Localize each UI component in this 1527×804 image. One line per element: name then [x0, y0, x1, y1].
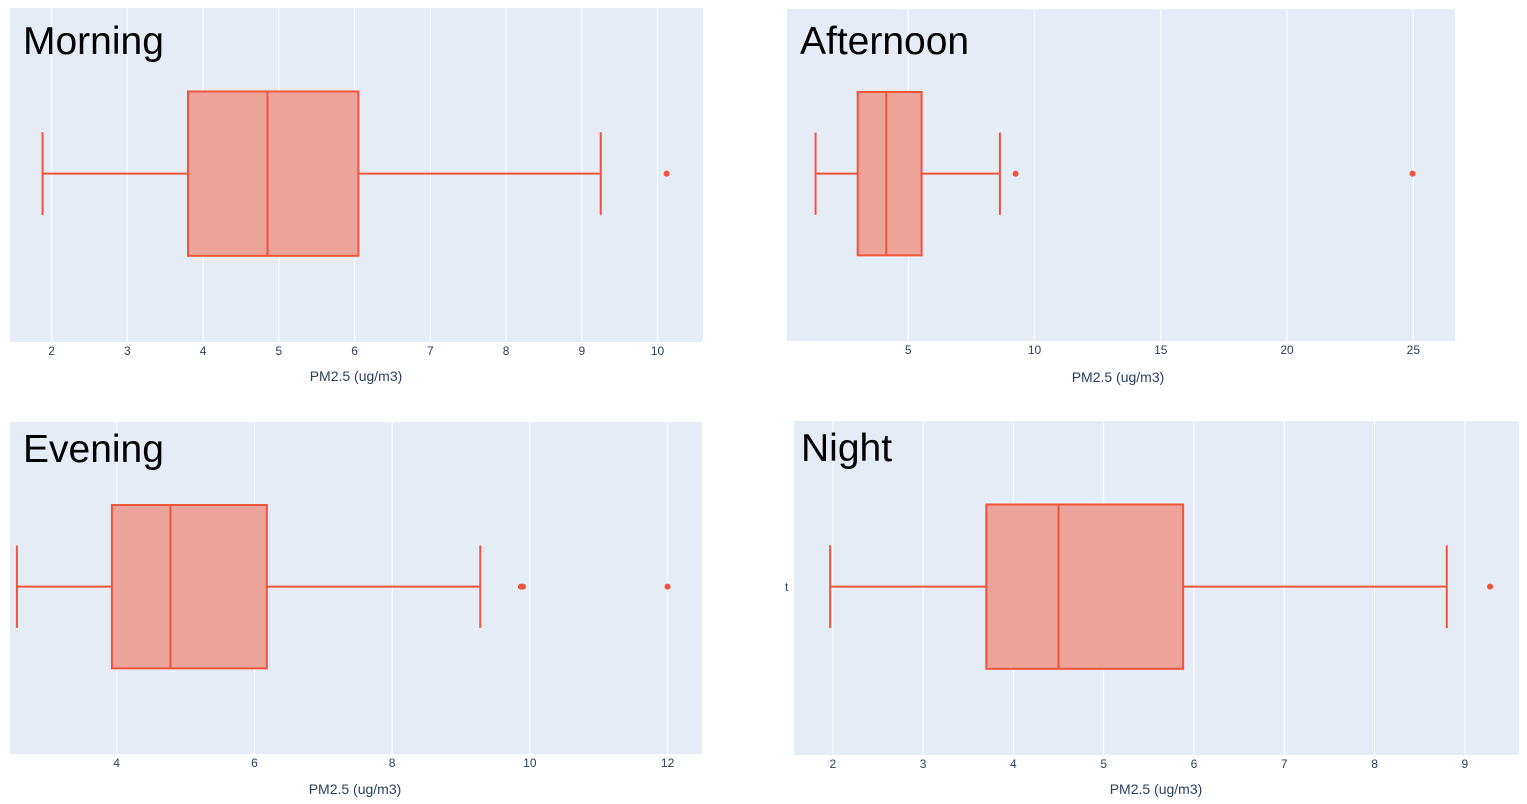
evening-outlier-point — [519, 583, 526, 590]
morning-x-tick-label: 10 — [651, 344, 665, 358]
evening-iqr-box — [110, 504, 268, 670]
night-x-tick-label: 2 — [829, 757, 836, 771]
morning-x-tick-label: 9 — [578, 344, 585, 358]
afternoon-x-tick-label: 15 — [1154, 343, 1168, 357]
afternoon-x-tick-label: 5 — [905, 343, 912, 357]
box-plot-evening: 4 6 8 10 12 Evening — [10, 422, 702, 770]
evening-title: Evening — [23, 428, 164, 471]
morning-x-tick-label: 3 — [124, 344, 131, 358]
night-title: Night — [801, 427, 893, 470]
night-iqr-box — [985, 503, 1185, 670]
night-x-axis-label: PM2.5 (ug/m3) — [1109, 781, 1203, 797]
evening-outlier-point — [664, 583, 671, 590]
night-y-tick-fragment: t — [785, 580, 789, 594]
afternoon-x-tick-label: 25 — [1407, 343, 1421, 357]
afternoon-title: Afternoon — [800, 20, 970, 63]
morning-x-tick-label: 5 — [276, 344, 283, 358]
box-plot-afternoon: 5 10 15 20 25 Afternoon — [787, 9, 1455, 357]
evening-x-tick-label: 12 — [661, 756, 675, 770]
morning-x-tick-label: 6 — [351, 344, 358, 358]
morning-x-axis-label: PM2.5 (ug/m3) — [309, 368, 403, 384]
night-x-tick-label: 7 — [1281, 757, 1288, 771]
afternoon-outlier-point — [1012, 170, 1019, 177]
night-x-tick-label: 5 — [1100, 757, 1107, 771]
evening-x-axis-label: PM2.5 (ug/m3) — [308, 781, 402, 797]
morning-x-tick-label: 4 — [200, 344, 207, 358]
evening-x-tick-label: 8 — [389, 756, 396, 770]
morning-chart-svg: 2 3 4 5 6 7 8 9 10 — [10, 8, 703, 358]
afternoon-x-tick-label: 10 — [1028, 343, 1042, 357]
evening-x-tick-label: 4 — [113, 756, 120, 770]
night-chart-svg: 2 3 4 5 6 7 8 9 — [794, 421, 1519, 771]
night-x-tick-label: 8 — [1371, 757, 1378, 771]
night-outlier-point — [1487, 583, 1494, 590]
night-x-tick-label: 4 — [1010, 757, 1017, 771]
night-x-tick-label: 9 — [1461, 757, 1468, 771]
morning-iqr-box — [186, 90, 360, 257]
afternoon-outlier-point — [1409, 170, 1416, 177]
evening-x-tick-label: 6 — [251, 756, 258, 770]
night-x-tick-label: 3 — [920, 757, 927, 771]
evening-chart-svg: 4 6 8 10 12 — [10, 422, 702, 770]
morning-x-tick-label: 2 — [48, 344, 55, 358]
morning-title: Morning — [23, 20, 164, 63]
afternoon-iqr-box — [856, 91, 923, 257]
afternoon-x-tick-label: 20 — [1280, 343, 1294, 357]
morning-outlier-point — [663, 170, 670, 177]
afternoon-x-axis-label: PM2.5 (ug/m3) — [1071, 369, 1165, 385]
morning-x-tick-label: 7 — [427, 344, 434, 358]
box-plot-morning: 2 3 4 5 6 7 8 9 10 Morning — [10, 8, 703, 358]
night-x-tick-label: 6 — [1191, 757, 1198, 771]
morning-x-tick-label: 8 — [503, 344, 510, 358]
box-plot-night: 2 3 4 5 6 7 8 9 Night — [794, 421, 1519, 771]
afternoon-chart-svg: 5 10 15 20 25 — [787, 9, 1455, 357]
evening-x-tick-label: 10 — [523, 756, 537, 770]
